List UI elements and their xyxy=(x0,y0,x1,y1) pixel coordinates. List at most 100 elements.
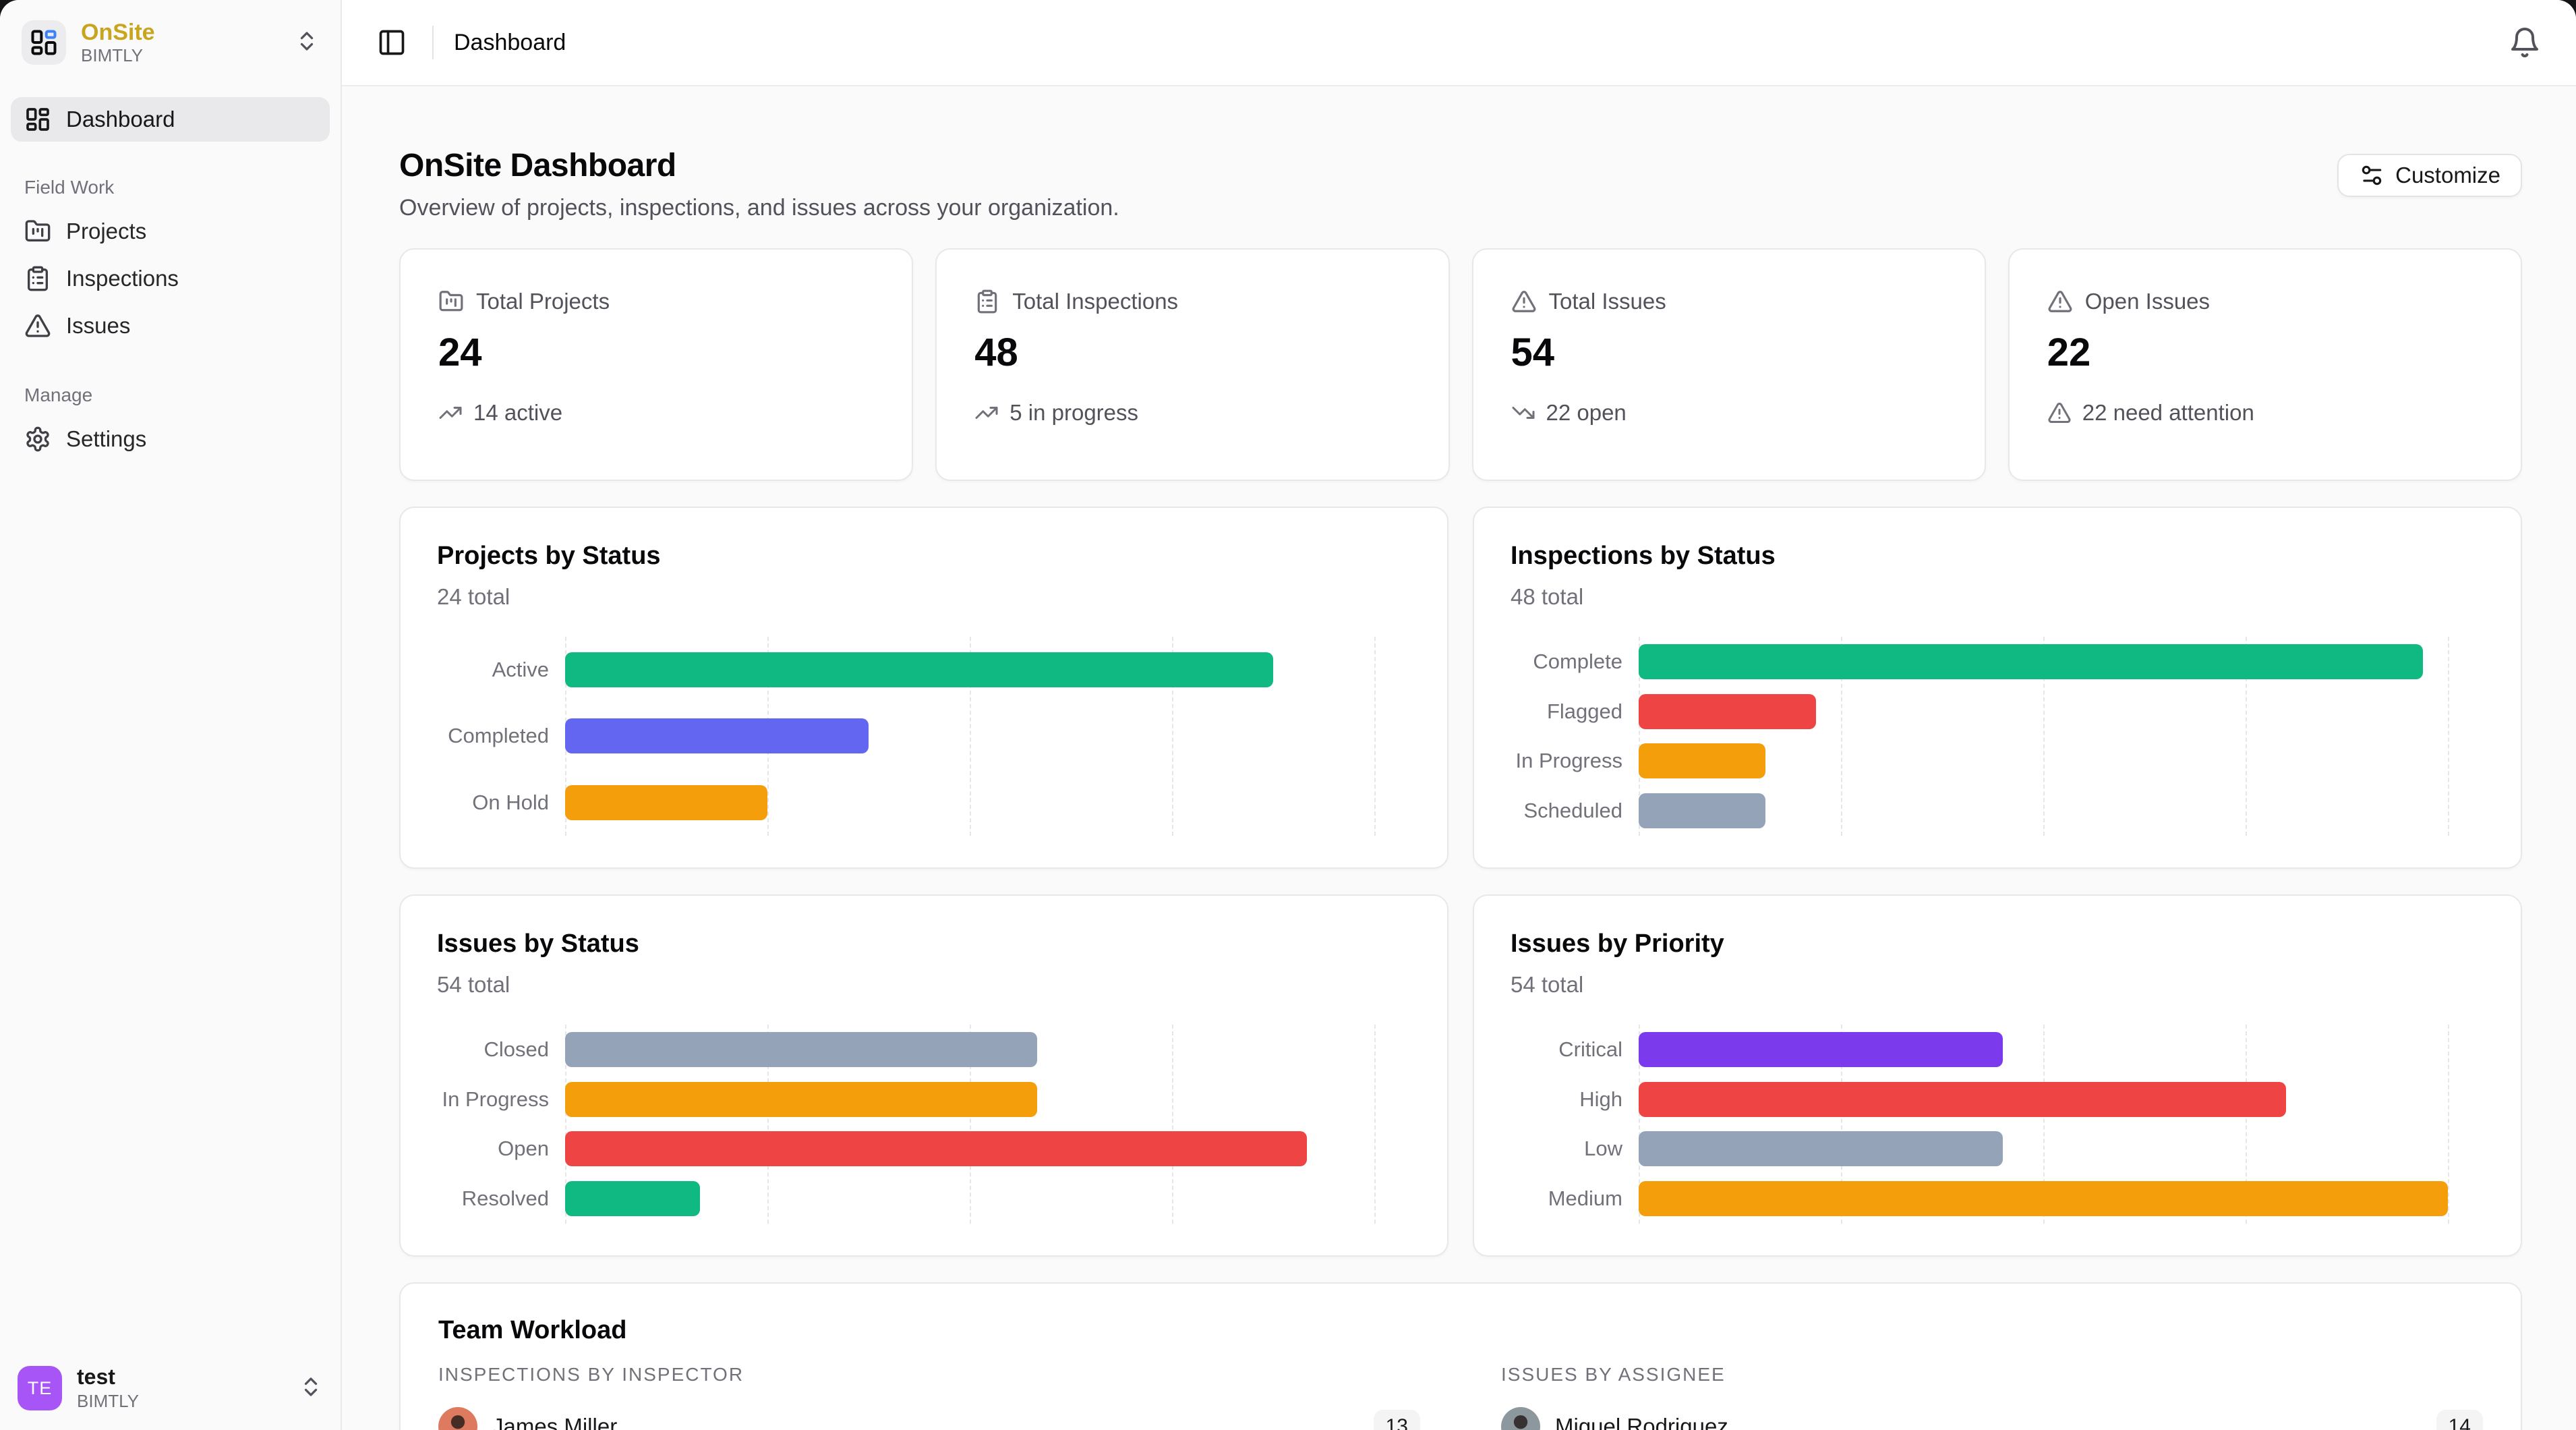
gridline xyxy=(565,1025,566,1224)
chart-subtitle: 48 total xyxy=(1511,584,1584,609)
chart-subtitle: 54 total xyxy=(1511,972,1584,997)
bar-label: High xyxy=(1579,1087,1622,1111)
sidebar-item-inspections[interactable]: Inspections xyxy=(11,255,330,302)
breadcrumb: Dashboard xyxy=(454,29,566,55)
inspector-row-james-miller[interactable]: James Miller 13 xyxy=(438,1400,1420,1430)
stat-label: Open Issues xyxy=(2084,289,2211,314)
sidebar-section-manage: Manage xyxy=(24,384,93,405)
gridline xyxy=(767,1025,769,1224)
chart-title: Inspections by Status xyxy=(1511,542,1776,570)
bar-label: Scheduled xyxy=(1523,799,1622,823)
gear-icon xyxy=(26,426,49,452)
chart-projects-by-status: Projects by Status 24 total Active Co xyxy=(399,507,1448,869)
gridline xyxy=(1841,1025,1842,1224)
triangle-alert-icon xyxy=(25,314,51,337)
bar-chart: Complete Flagged In Progress Scheduled xyxy=(1511,637,2484,836)
charts-row-2: Issues by Status 54 total Closed In P xyxy=(399,894,2522,1257)
bar-critical xyxy=(1639,1031,2003,1067)
bar-chart: Active Completed On Hold xyxy=(437,637,1411,836)
bar-label: On Hold xyxy=(472,790,549,814)
bar-open xyxy=(565,1131,1307,1167)
user-menu[interactable]: TE test BIMTLY xyxy=(11,1349,330,1430)
sidebar-item-label: Inspections xyxy=(66,266,179,291)
user-name: test xyxy=(77,1365,115,1390)
count-badge: 14 xyxy=(2436,1410,2483,1430)
bar-on-hold xyxy=(565,784,767,820)
user-avatar: TE xyxy=(18,1366,62,1411)
sidebar-item-projects[interactable]: Projects xyxy=(11,208,330,255)
stat-card-total-inspections: Total Inspections 48 5 in progress xyxy=(935,248,1450,481)
gridline xyxy=(1374,637,1376,836)
folder-kanban-icon xyxy=(25,220,51,242)
stat-value: 24 xyxy=(438,331,482,374)
count-badge: 13 xyxy=(1373,1410,1420,1430)
customize-button[interactable]: Customize xyxy=(2337,154,2522,197)
stat-trend-text: 5 in progress xyxy=(1009,399,1139,425)
bar-label: Completed xyxy=(448,724,549,748)
bar-label: Open xyxy=(498,1137,549,1161)
triangle-alert-icon xyxy=(2048,291,2072,312)
layout-dashboard-icon xyxy=(26,108,49,131)
notifications-button[interactable] xyxy=(2503,21,2546,64)
chart-subtitle: 54 total xyxy=(437,972,510,997)
bar-chart: Closed In Progress Open Resolved xyxy=(437,1025,1411,1224)
gridline xyxy=(2246,1025,2247,1224)
column-heading: ISSUES BY ASSIGNEE xyxy=(1501,1364,1726,1385)
sidebar-toggle-button[interactable] xyxy=(372,22,412,63)
sidebar-item-label: Projects xyxy=(66,219,147,244)
bar-label: Flagged xyxy=(1546,699,1622,723)
panel-left-icon xyxy=(379,30,405,55)
org-switcher[interactable]: OnSite BIMTLY xyxy=(11,0,330,72)
team-workload-card: Team Workload INSPECTIONS BY INSPECTOR J… xyxy=(399,1282,2522,1430)
stat-trend-text: 14 active xyxy=(473,399,563,425)
gridline xyxy=(970,1025,971,1224)
person-name: James Miller xyxy=(492,1414,618,1430)
top-bar: Dashboard xyxy=(342,0,2576,86)
bar-label: Closed xyxy=(484,1037,550,1061)
bar-label: Complete xyxy=(1533,649,1622,673)
trending-down-icon xyxy=(1512,406,1534,419)
chart-issues-by-priority: Issues by Priority 54 total Critical xyxy=(1473,894,2522,1257)
sidebar-section-field-work: Field Work xyxy=(24,177,115,198)
sidebar-item-issues[interactable]: Issues xyxy=(11,302,330,349)
bar-label: In Progress xyxy=(442,1087,549,1111)
brand-org: BIMTLY xyxy=(81,45,143,65)
brand-name: OnSite xyxy=(81,20,155,45)
folder-kanban-icon xyxy=(439,291,463,312)
stat-card-total-projects: Total Projects 24 14 active xyxy=(399,248,914,481)
sidebar: OnSite BIMTLY Dashboard Field Work Proje… xyxy=(0,0,342,1430)
user-org: BIMTLY xyxy=(77,1391,139,1412)
gridline xyxy=(1841,637,1842,836)
bar-complete xyxy=(1639,644,2423,679)
chevrons-up-down-icon xyxy=(295,29,319,57)
stat-value: 48 xyxy=(974,331,1018,374)
page-title: OnSite Dashboard xyxy=(399,148,676,183)
gridline xyxy=(1172,1025,1173,1224)
bar-scheduled xyxy=(1639,793,1765,829)
stat-card-total-issues: Total Issues 54 22 open xyxy=(1471,248,1986,481)
avatar xyxy=(1501,1407,1540,1430)
chart-subtitle: 24 total xyxy=(437,584,510,609)
gridline xyxy=(2043,1025,2045,1224)
avatar xyxy=(438,1407,477,1430)
sidebar-item-dashboard[interactable]: Dashboard xyxy=(11,97,330,142)
gridline xyxy=(1639,1025,1640,1224)
bar-label: In Progress xyxy=(1515,749,1622,773)
chart-inspections-by-status: Inspections by Status 48 total Complete xyxy=(1473,507,2522,869)
sidebar-item-settings[interactable]: Settings xyxy=(11,416,330,463)
bar-chart: Critical High Low Medium xyxy=(1511,1025,2484,1224)
gridline xyxy=(2448,637,2449,836)
clipboard-list-icon xyxy=(28,266,48,291)
stats-grid: Total Projects 24 14 active Total Inspec… xyxy=(399,248,2522,481)
sliders-icon xyxy=(2362,165,2382,185)
chart-title: Projects by Status xyxy=(437,542,661,570)
onsite-logo-icon xyxy=(22,20,66,65)
bar-low xyxy=(1639,1131,2003,1167)
page-subtitle: Overview of projects, inspections, and i… xyxy=(399,195,1119,221)
stat-card-open-issues: Open Issues 22 22 need attention xyxy=(2008,248,2522,481)
person-name: Miguel Rodriguez xyxy=(1555,1414,1728,1430)
stat-trend-text: 22 need attention xyxy=(2082,399,2254,425)
bar-label: Active xyxy=(492,658,549,682)
chart-issues-by-status: Issues by Status 54 total Closed In P xyxy=(399,894,1448,1257)
assignee-row-miguel-rodriguez[interactable]: Miguel Rodriguez 14 xyxy=(1501,1400,2483,1430)
